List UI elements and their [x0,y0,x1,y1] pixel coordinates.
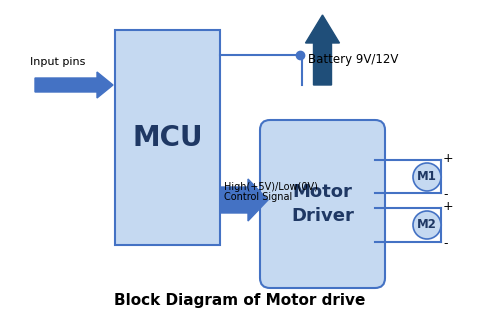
FancyBboxPatch shape [260,120,385,288]
Text: +: + [443,199,454,212]
FancyArrow shape [35,72,113,98]
Text: Battery 9V/12V: Battery 9V/12V [308,53,398,66]
Text: Input pins: Input pins [30,57,85,67]
FancyArrow shape [305,15,339,85]
FancyArrow shape [220,179,268,221]
FancyBboxPatch shape [115,30,220,245]
Text: +: + [443,152,454,164]
Text: Motor
Driver: Motor Driver [291,183,354,225]
Text: -: - [443,237,447,251]
Text: -: - [443,188,447,202]
Circle shape [413,211,441,239]
Text: Block Diagram of Motor drive: Block Diagram of Motor drive [114,293,366,308]
Text: Control Signal: Control Signal [224,192,292,202]
Circle shape [413,163,441,191]
Text: M1: M1 [417,170,437,183]
Text: MCU: MCU [132,124,203,152]
Text: M2: M2 [417,218,437,232]
Text: High(+5V)/Low(0V): High(+5V)/Low(0V) [224,182,318,192]
